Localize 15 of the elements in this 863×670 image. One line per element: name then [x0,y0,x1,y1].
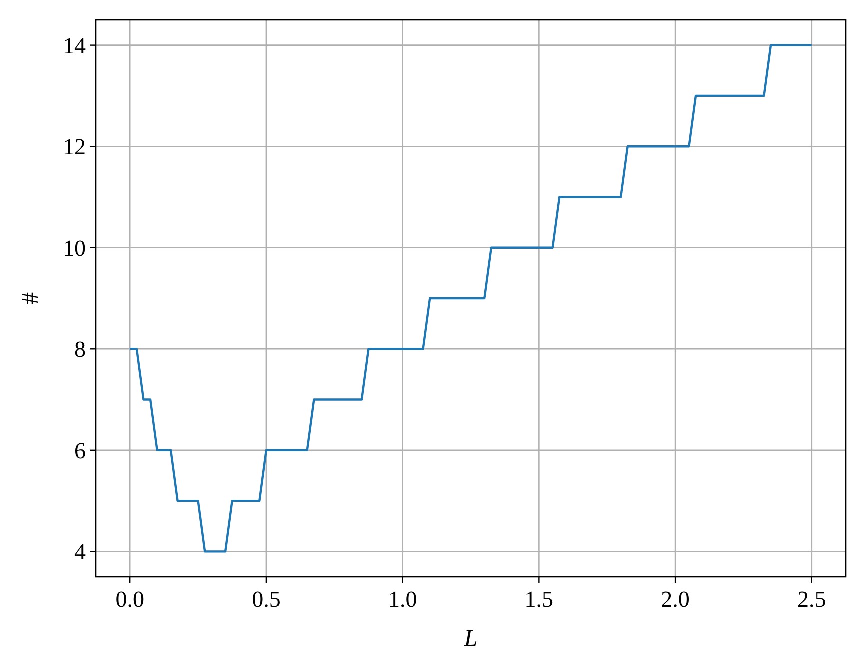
x-tick-label: 1.5 [524,587,554,612]
x-tick-label: 0.5 [252,587,281,612]
y-tick-label: 10 [63,236,86,261]
line-series [128,44,814,553]
y-tick-label: 12 [63,134,86,160]
y-tick-label: 8 [74,337,86,362]
x-tick-label: 2.0 [661,587,690,612]
y-axis-title: # [18,292,44,304]
x-tick-label: 0.0 [116,587,144,612]
y-tick-label: 14 [63,33,86,58]
y-tick-label: 6 [74,438,86,464]
y-tick-label: 4 [74,540,86,565]
x-tick-label: 2.5 [798,587,826,612]
x-axis-title: L [463,626,478,652]
x-tick-label: 1.0 [388,587,418,612]
